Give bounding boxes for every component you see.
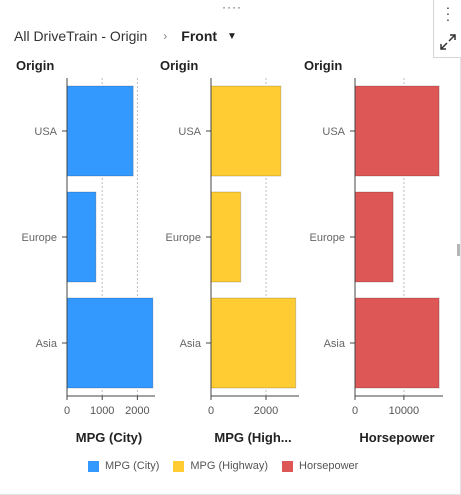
bar-mpg-city-usa <box>66 85 134 177</box>
breadcrumb-separator-icon: › <box>163 29 168 43</box>
expand-icon[interactable] <box>439 33 457 51</box>
caret-down-icon[interactable]: ▼ <box>227 30 237 42</box>
legend-label-mpg-city: MPG (City) <box>105 460 160 472</box>
category-axis-title-horsepower: Origin <box>304 58 342 73</box>
category-label-horsepower-europe: Europe <box>310 232 345 244</box>
bar-mpg-highway-europe <box>210 191 242 283</box>
category-label-mpg-city-usa: USA <box>34 126 57 138</box>
legend-label-mpg-highway: MPG (Highway) <box>190 460 269 472</box>
bar-horsepower-asia <box>354 297 440 389</box>
bar-mpg-highway-usa <box>210 85 282 177</box>
x-tick-label-mpg-city-0: 0 <box>64 405 70 417</box>
bar-mpg-city-europe <box>66 191 97 283</box>
bar-mpg-city-asia <box>66 297 154 389</box>
category-label-horsepower-usa: USA <box>322 126 345 138</box>
x-tick-label-horsepower-10000: 10000 <box>389 405 420 417</box>
category-axis-title-mpg-highway: Origin <box>160 58 198 73</box>
x-axis-title-horsepower: Horsepower <box>359 430 434 445</box>
scrollbar-thumb[interactable] <box>457 244 460 256</box>
x-tick-label-horsepower-0: 0 <box>352 405 358 417</box>
breadcrumb-root[interactable]: All DriveTrain - Origin <box>14 28 148 44</box>
side-toolbar: · · · <box>433 0 461 58</box>
x-tick-label-mpg-highway-0: 0 <box>208 405 214 417</box>
kebab-menu-icon[interactable]: · · · <box>445 0 451 27</box>
x-axis-title-mpg-city: MPG (City) <box>76 430 142 445</box>
category-axis-title-mpg-city: Origin <box>16 58 54 73</box>
legend: MPG (City) MPG (Highway) Horsepower <box>88 460 372 472</box>
legend-item-mpg-city[interactable]: MPG (City) <box>88 460 159 472</box>
category-label-mpg-highway-europe: Europe <box>166 232 201 244</box>
bar-horsepower-europe <box>354 191 394 283</box>
legend-swatch-horsepower <box>282 460 294 472</box>
legend-item-mpg-highway[interactable]: MPG (Highway) <box>173 460 268 472</box>
legend-item-horsepower[interactable]: Horsepower <box>282 460 358 472</box>
legend-swatch-mpg-highway <box>173 460 185 472</box>
legend-label-horsepower: Horsepower <box>299 460 359 472</box>
category-label-horsepower-asia: Asia <box>324 338 346 350</box>
x-tick-label-mpg-city-2000: 2000 <box>125 405 149 417</box>
category-label-mpg-highway-usa: USA <box>178 126 201 138</box>
bar-horsepower-usa <box>354 85 440 177</box>
drag-handle-icon[interactable]: ···· <box>222 0 242 14</box>
bar-mpg-highway-asia <box>210 297 297 389</box>
legend-swatch-mpg-city <box>88 460 99 472</box>
x-tick-label-mpg-city-1000: 1000 <box>90 405 114 417</box>
breadcrumb-current-dropdown[interactable]: Front <box>181 28 218 44</box>
breadcrumb: All DriveTrain - Origin › Front ▼ <box>14 26 237 46</box>
category-label-mpg-city-asia: Asia <box>36 338 58 350</box>
category-label-mpg-city-europe: Europe <box>22 232 57 244</box>
category-label-mpg-highway-asia: Asia <box>180 338 202 350</box>
x-axis-title-mpg-highway: MPG (High... <box>214 430 291 445</box>
x-tick-label-mpg-highway-2000: 2000 <box>254 405 278 417</box>
